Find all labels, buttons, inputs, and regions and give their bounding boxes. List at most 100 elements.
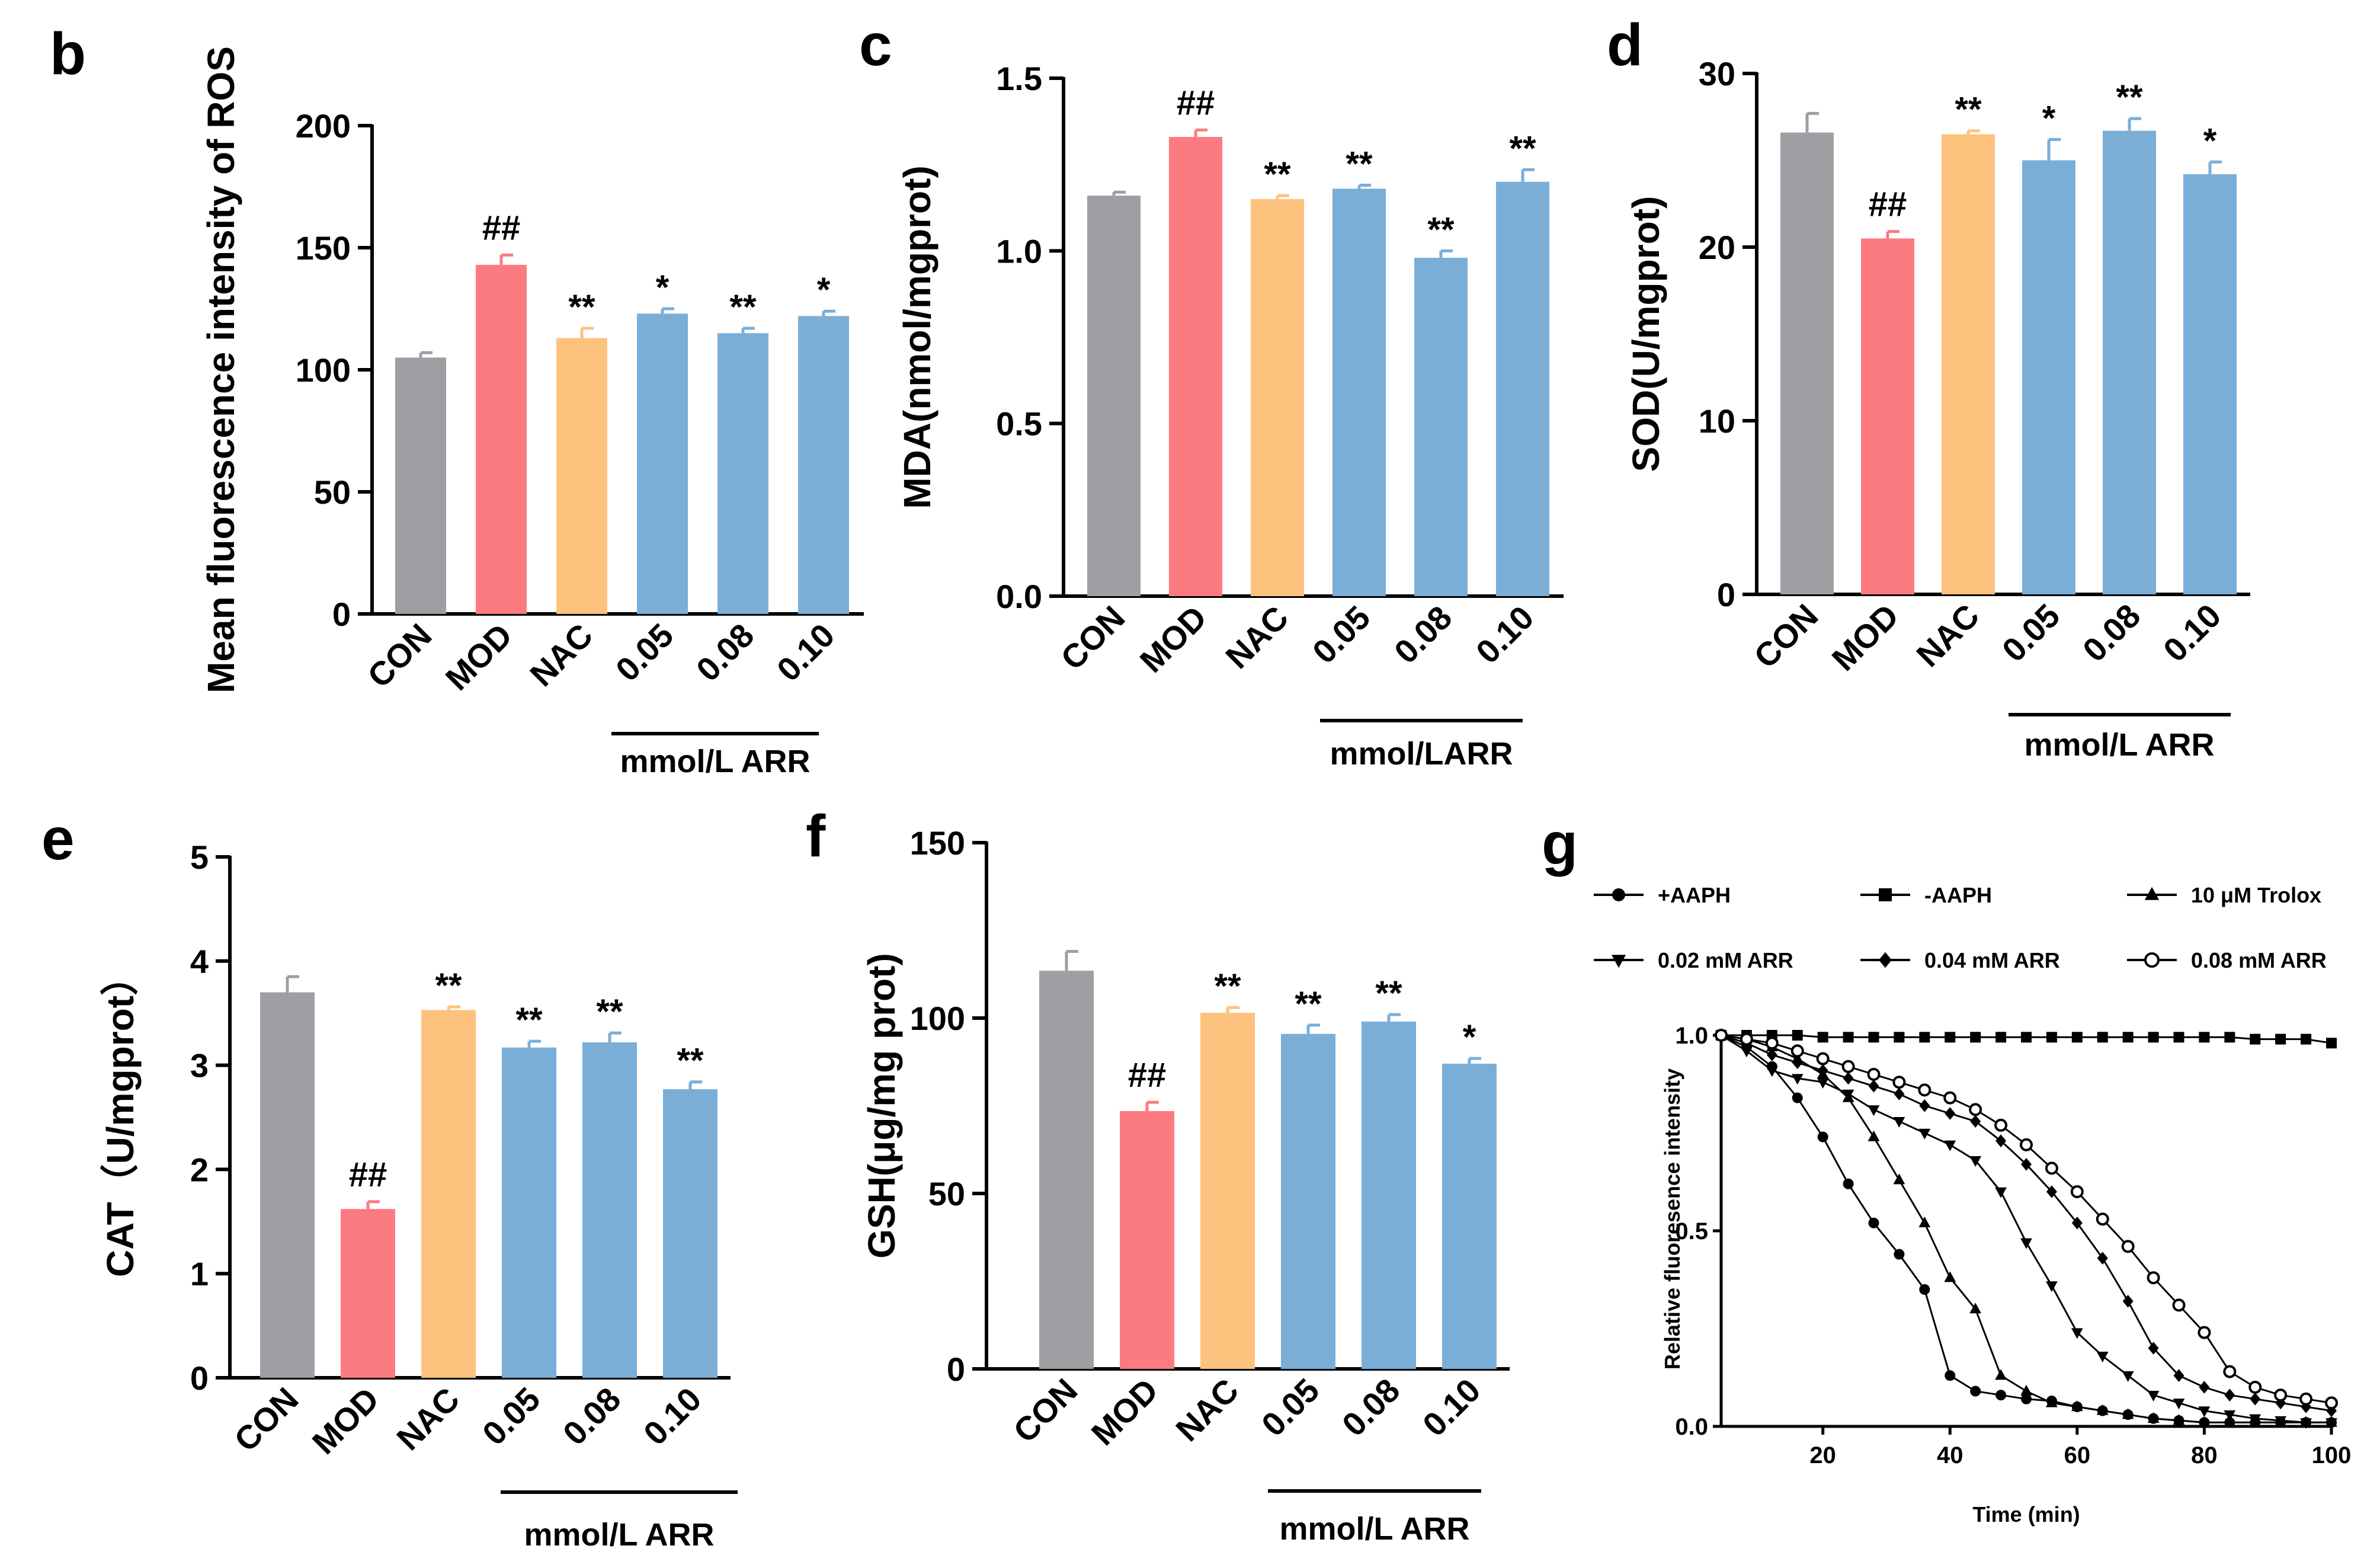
panel-g-data-point (1792, 1030, 1803, 1041)
panel-d-bar-3 (2022, 160, 2075, 594)
panel-g-y-tick-label: 1.0 (1675, 1023, 1708, 1049)
panel-g-data-point (2021, 1158, 2032, 1171)
panel-g-letter: g (1542, 811, 1578, 877)
panel-g-data-point (2199, 1381, 2210, 1394)
panel-d-significance: ** (2116, 78, 2143, 117)
panel-g-data-point (2198, 1416, 2211, 1427)
panel-g-data-point (2096, 1404, 2109, 1415)
panel-e-category-label: 0.05 (475, 1380, 547, 1452)
panel-e-y-tick-label: 5 (190, 839, 209, 876)
panel-g-data-point (1765, 1036, 1779, 1050)
panel-g-data-point (1792, 1056, 1803, 1069)
panel-g-data-point (2326, 1404, 2337, 1417)
panel-g-legend-marker (1611, 955, 1626, 968)
panel-g-data-point (2046, 1281, 2058, 1292)
panel-g-data-point (2046, 1032, 2057, 1043)
panel-g-data-point (2020, 1138, 2033, 1151)
panel-g-data-point (1817, 1064, 1828, 1077)
panel-g-legend-label: 0.02 mM ARR (1658, 948, 1793, 972)
panel-g-data-point (2046, 1396, 2058, 1407)
panel-e-y-tick-label: 2 (190, 1151, 209, 1188)
panel-c: c 0.0 0.5 1.0 1.5 MDA(nmol/mgprot) CON ## MOD ** N… (859, 12, 1564, 772)
panel-b-y-tick-label: 200 (296, 107, 351, 145)
panel-g-series-4 (1716, 1029, 2337, 1417)
panel-c-y-tick-label: 0.0 (996, 578, 1042, 615)
panel-g-legend-label: 0.04 mM ARR (1924, 948, 2060, 972)
panel-g-y-tick-label: 0.0 (1675, 1414, 1708, 1440)
panel-d-category-label: NAC (1909, 597, 1986, 674)
panel-g-data-point (2021, 1393, 2032, 1404)
panel-g-legend-marker (1612, 888, 1625, 901)
panel-g-data-point (2097, 1032, 2108, 1043)
panel-f-bar-3 (1281, 1033, 1335, 1369)
panel-d-significance: ## (1869, 185, 1907, 224)
panel-e-category-label: MOD (305, 1380, 386, 1461)
panel-f-bar-2 (1200, 1013, 1255, 1369)
panel-g-data-point (2300, 1418, 2312, 1429)
panel-c-category-label: 0.10 (1469, 599, 1541, 671)
panel-g-data-point (1894, 1032, 1905, 1043)
panel-c-group-label: mmol/LARR (1330, 736, 1513, 772)
panel-g-data-point (2071, 1328, 2083, 1339)
panel-g-data-point (2021, 1032, 2032, 1043)
panel-g-data-point (1918, 1083, 1931, 1097)
panel-f-y-tick-label: 150 (910, 824, 965, 862)
panel-b-y-axis-title: Mean fluorescence intensity of ROS (200, 46, 242, 693)
panel-g-data-point (1894, 1087, 1905, 1100)
panel-f-y-tick-label: 0 (947, 1351, 965, 1388)
panel-g-data-point (2172, 1298, 2186, 1312)
panel-g-data-point (2122, 1408, 2134, 1419)
panel-g-data-point (2173, 1369, 2184, 1382)
panel-g-series-3 (1715, 1031, 2337, 1429)
panel-b-bar-0 (395, 357, 446, 614)
panel-g-data-point (2122, 1371, 2134, 1382)
panel-g-data-point (2121, 1240, 2135, 1253)
panel-g-data-point (1919, 1284, 1930, 1295)
panel-b-letter: b (50, 21, 86, 87)
panel-g-data-point (2223, 1365, 2237, 1378)
panel-g-legend-marker (2144, 952, 2160, 968)
panel-g-series-line (1721, 1034, 2331, 1423)
panel-d-letter: d (1607, 12, 1643, 78)
panel-c-category-label: 0.05 (1305, 599, 1378, 671)
panel-f-significance: ** (1214, 967, 1241, 1006)
panel-g-data-point (2148, 1342, 2159, 1355)
panel-g-data-point (1970, 1115, 1981, 1128)
panel-g-data-point (1945, 1032, 1956, 1043)
panel-g-data-point (1843, 1071, 1854, 1085)
panel-d-significance: * (2042, 99, 2056, 137)
panel-g-data-point (1918, 1128, 1931, 1140)
panel-g-data-point (1791, 1074, 1804, 1085)
panel-g-legend-item: 0.02 mM ARR (1594, 948, 1793, 972)
panel-b-y-tick-label: 50 (314, 473, 351, 511)
panel-g-data-point (1919, 1032, 1930, 1043)
panel-g-data-point (2199, 1032, 2210, 1043)
panel-f-significance: ** (1375, 974, 1402, 1013)
panel-c-bar-5 (1496, 181, 1549, 596)
panel-g-data-point (1817, 1032, 1828, 1043)
panel-g-data-point (1817, 1078, 1829, 1089)
panel-g-data-point (1970, 1032, 1981, 1043)
panel-g-data-point (1944, 1271, 1956, 1282)
panel-f-category-label: 0.05 (1254, 1371, 1327, 1444)
panel-e-bar-4 (582, 1042, 637, 1378)
panel-g-legend-label: 10 μM Trolox (2191, 883, 2321, 907)
panel-f-bar-5 (1442, 1063, 1497, 1369)
panel-g-data-point (2250, 1033, 2261, 1045)
panel-g-data-point (2173, 1032, 2184, 1043)
panel-g-x-tick-label: 100 (2312, 1442, 2352, 1468)
panel-g-data-point (2147, 1412, 2160, 1423)
panel-b-significance: ## (482, 209, 521, 247)
panel-b-significance: * (656, 268, 670, 307)
panel-c-category-label: MOD (1133, 599, 1214, 680)
panel-g-x-tick-label: 60 (2064, 1442, 2091, 1468)
panel-b-y-tick-label: 150 (296, 229, 351, 267)
panel-g-data-point (2097, 1252, 2108, 1265)
panel-g-data-point (1867, 1068, 1881, 1081)
panel-e-y-tick-label: 1 (190, 1255, 209, 1292)
panel-c-category-label: NAC (1218, 599, 1295, 676)
panel-e-letter: e (41, 806, 75, 872)
panel-c-bar-3 (1332, 188, 1386, 596)
panel-g-data-point (2122, 1032, 2134, 1043)
